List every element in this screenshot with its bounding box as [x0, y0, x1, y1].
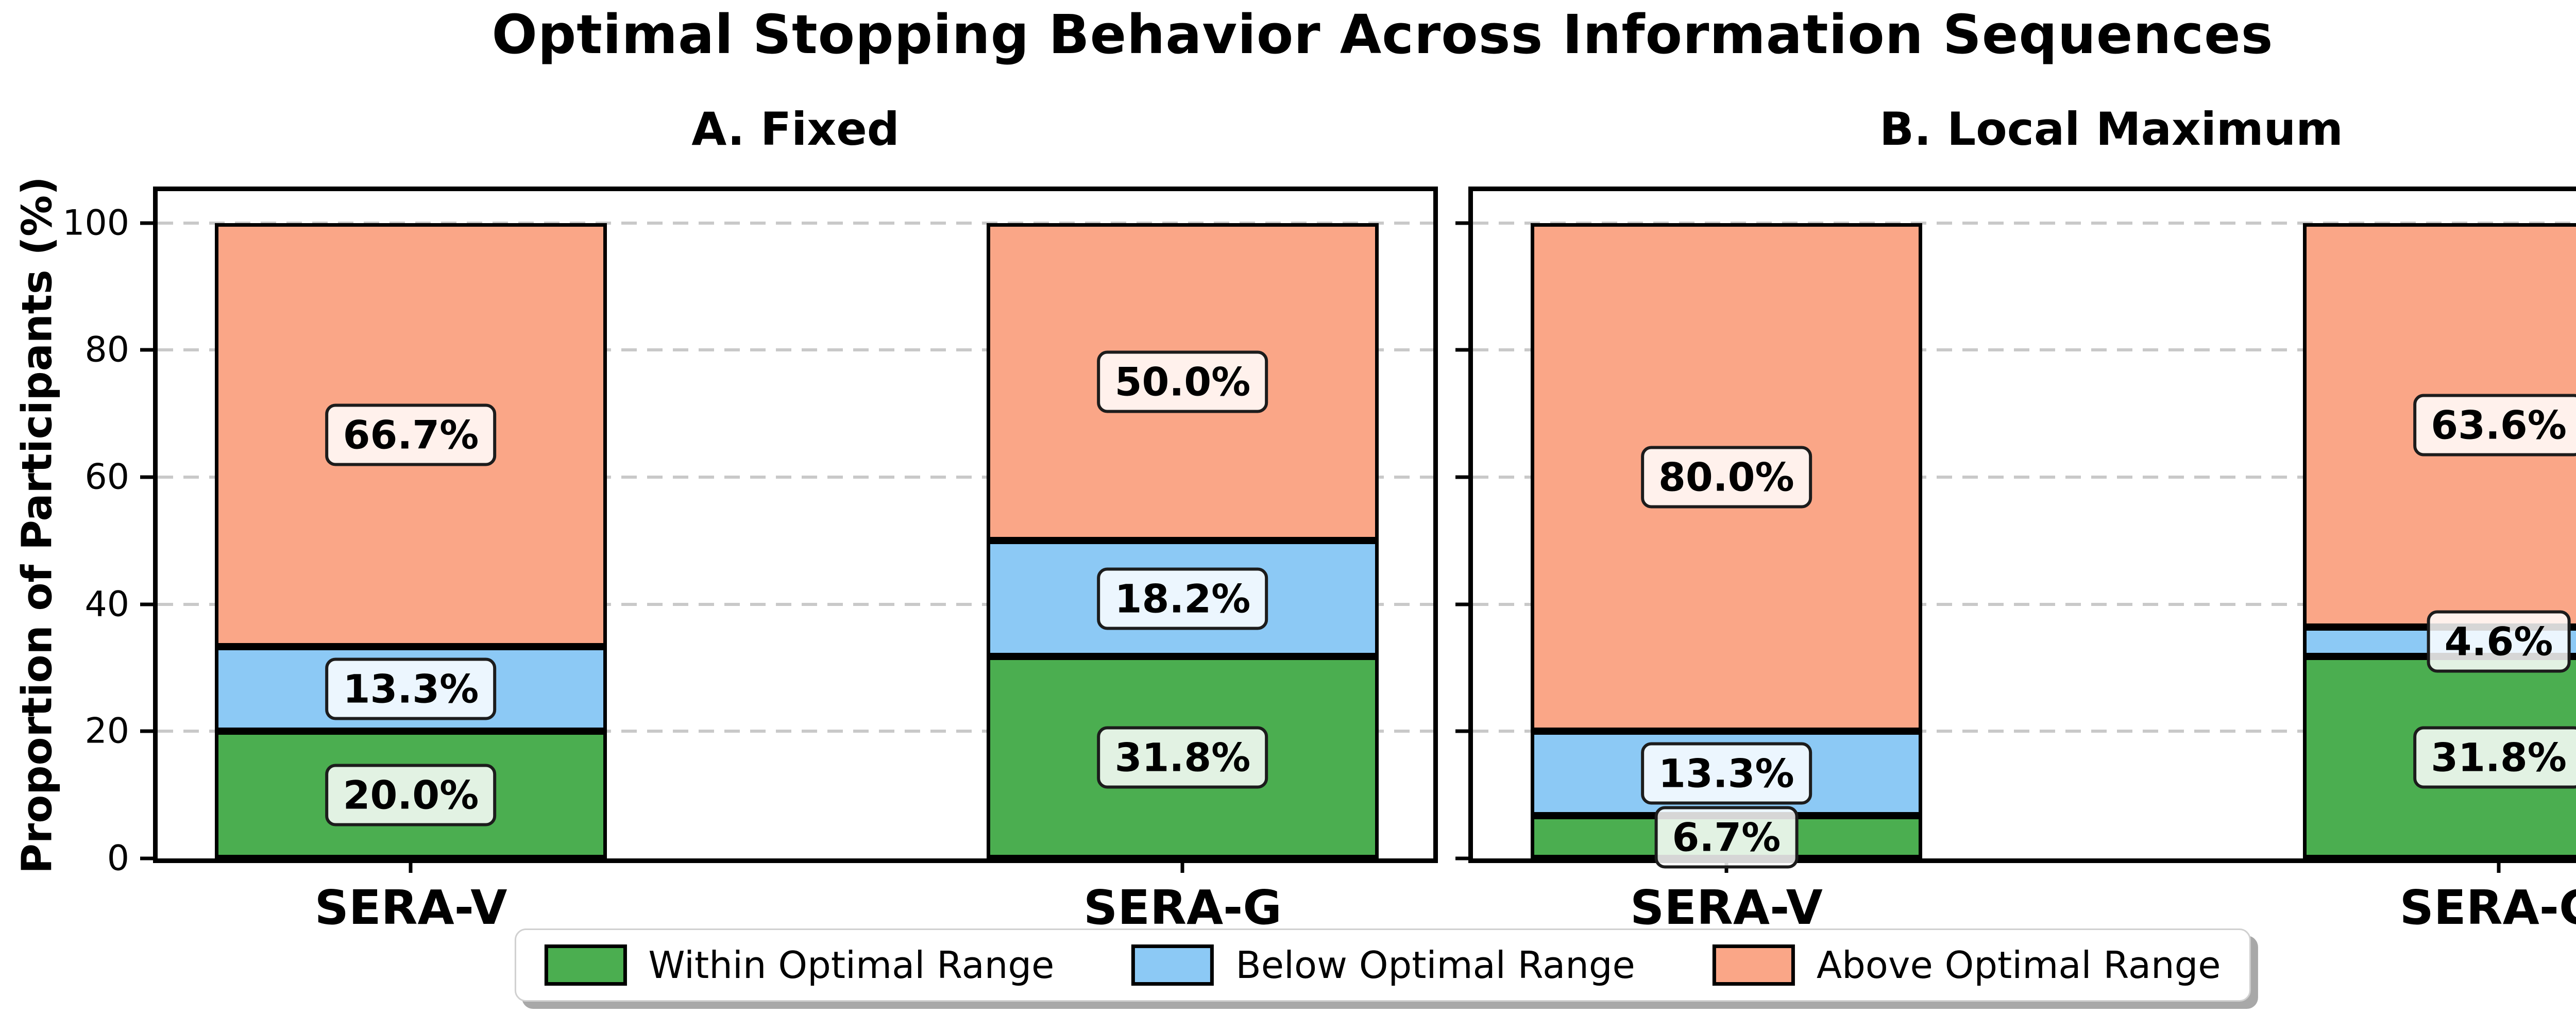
- y-tick-label-40: 40: [84, 584, 129, 625]
- x-tick-label-sera-v: SERA-V: [314, 880, 507, 935]
- legend-swatch-below-icon: [1131, 944, 1214, 986]
- y-tick-60: [1455, 475, 1468, 479]
- bar-sera-g: [987, 191, 1379, 858]
- y-tick-100: [1455, 221, 1468, 225]
- gridline-20: [1473, 730, 2576, 733]
- gridline-40: [1473, 602, 2576, 606]
- y-tick-0: [140, 856, 153, 860]
- y-tick-100: [140, 221, 153, 225]
- y-tick-20: [1455, 729, 1468, 733]
- legend-label: Below Optimal Range: [1235, 943, 1635, 987]
- gridline-100: [158, 221, 1433, 225]
- legend-item-below-optimal-range: Below Optimal Range: [1131, 943, 1635, 987]
- gridline-60: [158, 476, 1433, 479]
- legend: Within Optimal Range Below Optimal Range A…: [514, 928, 2251, 1002]
- value-label-sera-g-within: 31.8%: [2413, 726, 2576, 789]
- value-label-sera-v-below: 13.3%: [325, 657, 497, 720]
- legend-label: Above Optimal Range: [1816, 943, 2221, 987]
- panel-title: A. Fixed: [691, 103, 900, 156]
- panel-b-axes: B. Local Maximum 6.7% 13.3% 80.0% SERA-V 31.8…: [1455, 103, 2576, 935]
- y-axis-label: Proportion of Participants (%): [13, 176, 61, 874]
- value-label-sera-g-within: 31.8%: [1097, 726, 1268, 789]
- legend-item-within-optimal-range: Within Optimal Range: [544, 943, 1054, 987]
- y-tick-80: [1455, 348, 1468, 352]
- y-tick-0: [1455, 856, 1468, 860]
- y-tick-label-100: 100: [62, 202, 129, 244]
- legend-swatch-within-icon: [544, 944, 627, 986]
- value-label-sera-g-above: 50.0%: [1097, 350, 1268, 413]
- gridline-40: [158, 602, 1433, 606]
- panel-title: B. Local Maximum: [1879, 103, 2343, 156]
- gridline-80: [1473, 348, 2576, 352]
- legend-swatch-above-icon: [1712, 944, 1795, 986]
- x-tick-label-sera-g: SERA-G: [2399, 880, 2576, 935]
- gridline-100: [1473, 221, 2576, 225]
- y-tick-40: [140, 602, 153, 606]
- value-label-sera-v-within: 6.7%: [1654, 806, 1799, 869]
- value-label-sera-g-above: 63.6%: [2413, 394, 2576, 457]
- panel-a-axes: A. Fixed 0 20 40 60 80 100 20.0% 13.3% 66.7% SERA-…: [62, 103, 1438, 935]
- x-tick-label-sera-g: SERA-G: [1083, 880, 1282, 935]
- legend-item-above-optimal-range: Above Optimal Range: [1712, 943, 2221, 987]
- y-tick-label-80: 80: [84, 329, 129, 370]
- y-tick-label-0: 0: [107, 838, 129, 879]
- legend-label: Within Optimal Range: [648, 943, 1055, 987]
- x-tick-sera-v: [409, 858, 413, 873]
- y-tick-20: [140, 729, 153, 733]
- gridline-60: [1473, 476, 2576, 479]
- bar-sera-v: [215, 191, 607, 858]
- value-label-sera-v-above: 80.0%: [1641, 446, 1812, 509]
- value-label-sera-v-above: 66.7%: [325, 403, 497, 466]
- value-label-sera-g-below: 18.2%: [1097, 567, 1268, 630]
- gridline-80: [158, 348, 1433, 352]
- x-tick-sera-g: [1180, 858, 1184, 873]
- y-tick-60: [140, 475, 153, 479]
- value-label-sera-v-below: 13.3%: [1641, 742, 1812, 805]
- y-tick-80: [140, 348, 153, 352]
- y-tick-40: [1455, 602, 1468, 606]
- gridline-20: [158, 730, 1433, 733]
- x-tick-label-sera-v: SERA-V: [1630, 880, 1823, 935]
- y-tick-label-20: 20: [84, 711, 129, 752]
- chart-title: Optimal Stopping Behavior Across Informa…: [492, 3, 2274, 66]
- value-label-sera-g-below: 4.6%: [2427, 610, 2571, 673]
- x-tick-sera-g: [2497, 858, 2501, 873]
- y-tick-label-60: 60: [84, 457, 129, 498]
- value-label-sera-v-within: 20.0%: [325, 764, 497, 826]
